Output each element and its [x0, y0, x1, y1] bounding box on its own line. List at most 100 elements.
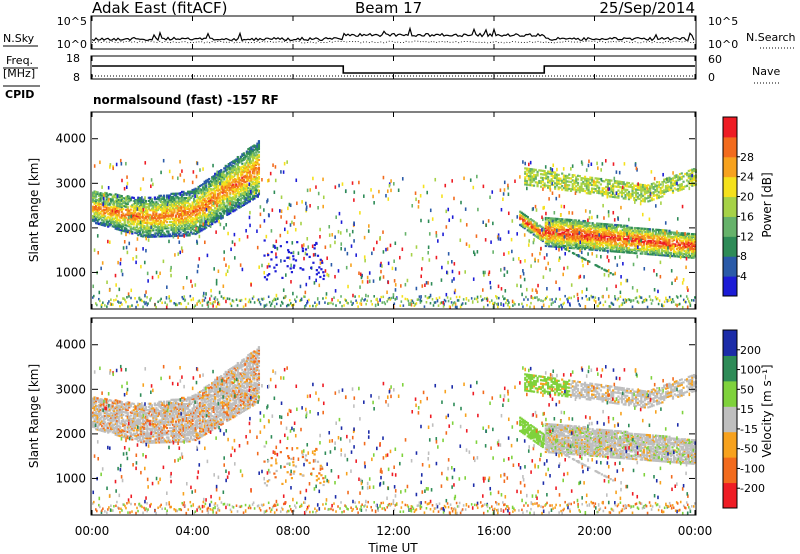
power-cell — [188, 203, 191, 206]
power-cell — [665, 241, 668, 244]
power-cell — [186, 204, 190, 207]
power-cell — [126, 213, 129, 217]
power-cell — [239, 174, 242, 177]
power-cell — [248, 151, 251, 155]
power-cell — [564, 233, 567, 236]
power-cell — [629, 185, 632, 189]
power-cell — [199, 223, 202, 227]
power-cell — [215, 215, 218, 218]
power-cell — [561, 184, 564, 188]
power-cell — [143, 260, 146, 265]
power-cell — [117, 201, 120, 205]
power-cell — [203, 193, 206, 196]
power-cell — [177, 198, 181, 201]
power-cell — [636, 234, 639, 237]
power-cell — [250, 166, 253, 169]
power-cell — [247, 155, 250, 159]
power-cell — [665, 239, 668, 242]
power-cell — [620, 193, 624, 196]
power-cell — [641, 231, 644, 235]
power-cell — [612, 162, 615, 166]
power-cell — [520, 214, 523, 217]
power-cell — [241, 189, 244, 192]
power-cell — [197, 185, 200, 189]
power-cell — [662, 241, 665, 244]
power-cell — [586, 242, 590, 245]
power-cell — [571, 227, 575, 231]
power-cell — [197, 226, 200, 229]
power-cell — [674, 255, 677, 258]
power-cell — [93, 196, 96, 199]
power-cell — [614, 238, 617, 241]
power-cell — [203, 183, 206, 186]
power-cell — [534, 224, 537, 227]
power-cell — [665, 238, 668, 241]
power-cell — [612, 183, 615, 186]
power-cell — [588, 239, 591, 242]
power-cell — [99, 215, 102, 218]
power-cell — [535, 232, 538, 235]
power-cell — [306, 237, 309, 241]
power-cell — [524, 183, 527, 186]
power-cell — [114, 210, 117, 213]
power-cell — [236, 173, 239, 176]
power-cell — [183, 223, 187, 226]
power-cell — [214, 186, 217, 189]
power-cell — [214, 299, 216, 304]
power-cell — [647, 248, 650, 251]
power-cell — [590, 183, 594, 187]
power-cell — [614, 237, 617, 240]
power-cell — [594, 235, 597, 238]
power-cell — [251, 168, 254, 171]
power-cell — [561, 241, 564, 244]
power-cell — [596, 181, 599, 184]
power-cell — [317, 206, 319, 210]
power-cell — [135, 214, 138, 218]
power-cell — [185, 200, 188, 203]
power-cell — [241, 154, 244, 158]
power-cell — [215, 218, 218, 221]
power-cell — [653, 240, 656, 243]
power-cell — [582, 244, 585, 248]
power-cell — [633, 198, 636, 201]
power-cell — [570, 245, 573, 248]
power-cell — [682, 180, 685, 183]
power-cell — [218, 199, 221, 202]
power-cell — [608, 229, 611, 232]
power-cell — [254, 154, 258, 157]
power-cell — [232, 164, 235, 168]
power-cell — [95, 206, 98, 209]
power-cell — [253, 152, 256, 155]
power-cell — [627, 232, 630, 235]
power-cell — [654, 190, 657, 193]
power-cell — [464, 270, 466, 274]
power-cell — [226, 201, 229, 204]
power-cell — [620, 243, 623, 246]
power-cell — [144, 221, 147, 224]
power-cell — [663, 241, 667, 244]
power-cell — [168, 208, 172, 211]
power-cell — [235, 199, 238, 202]
power-cell — [117, 212, 120, 216]
power-cell — [613, 179, 617, 183]
power-cell — [155, 270, 158, 275]
power-cell — [126, 198, 129, 201]
power-cell — [177, 219, 181, 222]
power-cell — [226, 209, 229, 212]
power-cell — [579, 221, 582, 224]
power-cell — [140, 225, 143, 228]
power-cell — [687, 244, 691, 247]
power-cell — [196, 203, 199, 207]
power-cell — [183, 206, 187, 209]
power-cell — [532, 223, 535, 226]
power-cell — [253, 156, 256, 160]
power-cell — [531, 184, 534, 187]
power-cell — [611, 245, 614, 248]
power-cell — [564, 189, 567, 192]
power-cell — [253, 195, 256, 199]
power-cell — [152, 209, 155, 212]
power-cell — [143, 201, 146, 204]
power-cell — [644, 236, 647, 239]
power-cell — [670, 183, 673, 186]
power-cell — [447, 260, 449, 265]
